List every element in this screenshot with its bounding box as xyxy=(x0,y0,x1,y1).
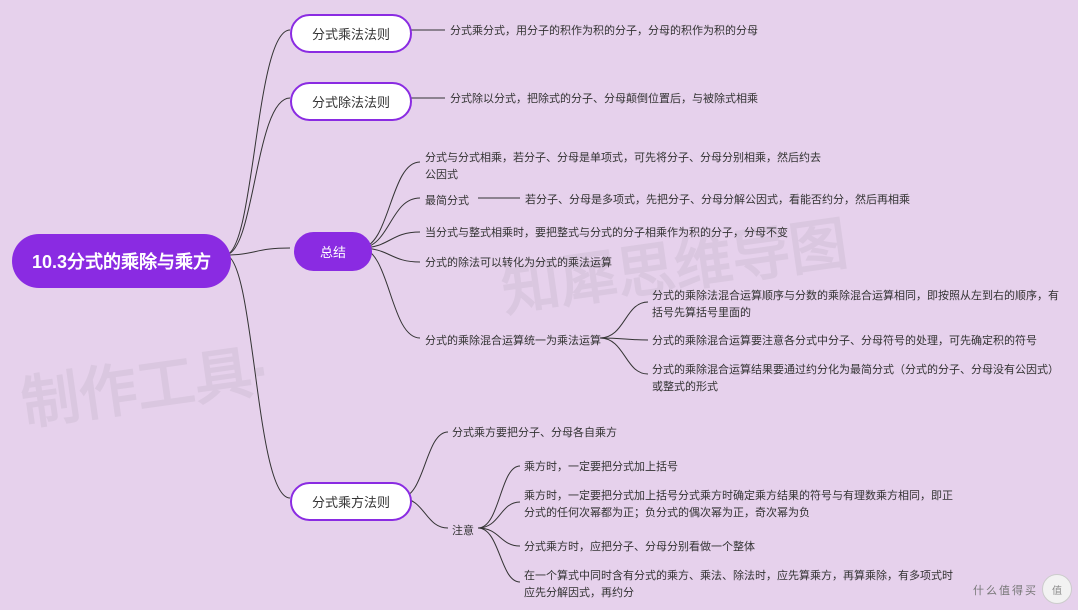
branch-summary: 总结 xyxy=(294,232,372,271)
root-node: 10.3分式的乘除与乘方 xyxy=(12,234,231,288)
power-note-0: 乘方时，一定要把分式加上括号 xyxy=(524,459,678,476)
power-note-1: 乘方时，一定要把分式加上括号分式乘方时确定乘方结果的符号与有理数乘方相同，即正分… xyxy=(524,488,954,522)
branch-divide-desc: 分式除以分式，把除式的分子、分母颠倒位置后，与被除式相乘 xyxy=(450,91,758,108)
footer-slogan: 什么值得买 xyxy=(973,582,1038,598)
branch-multiply-desc: 分式乘分式，用分子的积作为积的分子，分母的积作为积的分母 xyxy=(450,23,758,40)
summary-item-1: 当分式与整式相乘时，要把整式与分式的分子相乘作为积的分子，分母不变 xyxy=(425,225,788,242)
summary-item-0: 分式与分式相乘，若分子、分母是单项式，可先将分子、分母分别相乘，然后约去公因式 xyxy=(425,150,825,184)
summary-mixed-2: 分式的乘除混合运算结果要通过约分化为最简分式（分式的分子、分母没有公因式）或整式… xyxy=(652,362,1062,396)
summary-mixed-0: 分式的乘除法混合运算顺序与分数的乘除混合运算相同，即按照从左到右的顺序，有括号先… xyxy=(652,288,1062,322)
summary-mixed-1: 分式的乘除混合运算要注意各分式中分子、分母符号的处理，可先确定积的符号 xyxy=(652,333,1037,350)
summary-simplest-label: 最简分式 xyxy=(425,192,469,208)
power-note-label: 注意 xyxy=(452,522,474,538)
summary-mixed-label: 分式的乘除混合运算统一为乘法运算 xyxy=(425,332,601,348)
branch-power-rule: 分式乘方法则 xyxy=(290,482,412,521)
power-note-2: 分式乘方时，应把分子、分母分别看做一个整体 xyxy=(524,539,755,556)
power-first: 分式乘方要把分子、分母各自乘方 xyxy=(452,425,617,442)
branch-divide-rule: 分式除法法则 xyxy=(290,82,412,121)
summary-simplest-desc: 若分子、分母是多项式，先把分子、分母分解公因式，看能否约分，然后再相乘 xyxy=(525,192,910,209)
summary-item-2: 分式的除法可以转化为分式的乘法运算 xyxy=(425,255,612,272)
branch-multiply-rule: 分式乘法法则 xyxy=(290,14,412,53)
footer-badge-icon: 值 xyxy=(1042,574,1072,604)
watermark-line-2: 制作工具· xyxy=(15,323,276,441)
power-note-3: 在一个算式中同时含有分式的乘方、乘法、除法时，应先算乘方，再算乘除，有多项式时应… xyxy=(524,568,954,602)
